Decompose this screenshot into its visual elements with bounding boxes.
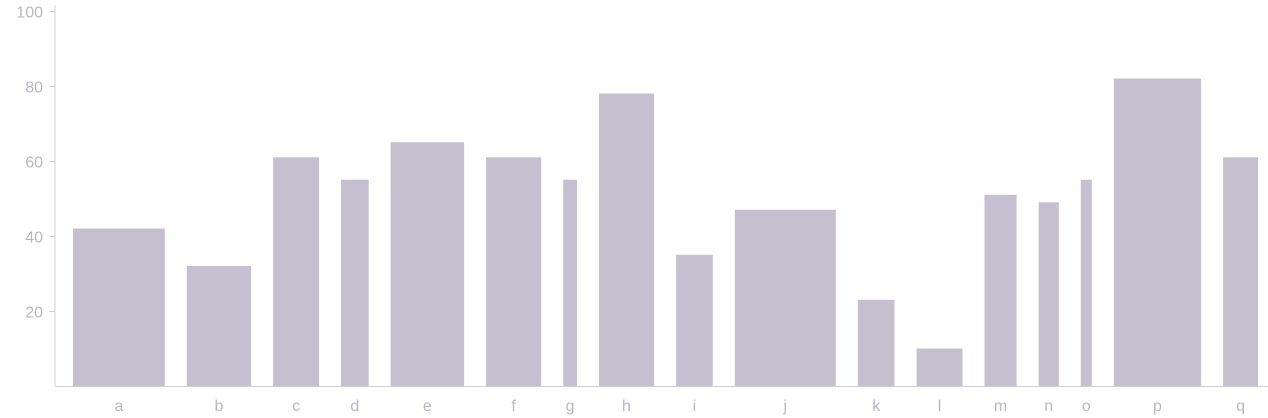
bar-e — [390, 142, 465, 387]
bar-a — [73, 228, 165, 386]
x-tick-label: d — [350, 398, 359, 415]
bar-o — [1080, 179, 1092, 386]
bar-m — [984, 194, 1017, 387]
x-tick-label: l — [938, 398, 942, 415]
x-tick-label: q — [1236, 398, 1245, 415]
bar-p — [1113, 78, 1202, 386]
y-tick-label: 40 — [25, 230, 43, 247]
x-tick-label: k — [872, 398, 881, 415]
x-tick-label: c — [292, 398, 300, 415]
x-tick-label: h — [622, 398, 631, 415]
bar-k — [857, 299, 895, 387]
x-tick-label: n — [1044, 398, 1053, 415]
x-tick-label: p — [1153, 398, 1162, 415]
bar-j — [734, 209, 836, 387]
y-tick-label: 20 — [25, 305, 43, 322]
bar-h — [599, 93, 655, 386]
bar-l — [916, 348, 963, 386]
bars-group — [73, 78, 1258, 387]
bar-i — [676, 254, 713, 387]
x-tick-label: f — [511, 398, 516, 415]
x-tick-labels: a b c d e f g h i j k l m n o p q — [114, 398, 1245, 415]
x-tick-label: b — [215, 398, 224, 415]
y-tick-label: 80 — [25, 80, 43, 97]
x-tick-label: j — [783, 398, 788, 415]
y-tick-label: 100 — [16, 5, 43, 22]
x-tick-label: a — [114, 398, 123, 415]
x-tick-label: o — [1082, 398, 1091, 415]
bar-f — [486, 157, 542, 387]
y-tick-label: 60 — [25, 155, 43, 172]
bar-q — [1223, 157, 1258, 387]
bar-b — [186, 266, 252, 386]
bar-d — [341, 179, 369, 386]
x-tick-label: g — [566, 398, 575, 415]
x-tick-label: m — [994, 398, 1007, 415]
x-tick-label: i — [693, 398, 697, 415]
x-tick-label: e — [423, 398, 432, 415]
bar-g — [563, 179, 577, 386]
bar-n — [1038, 202, 1059, 387]
y-axis: 20 40 60 80 100 — [16, 5, 56, 386]
bar-c — [273, 157, 319, 387]
